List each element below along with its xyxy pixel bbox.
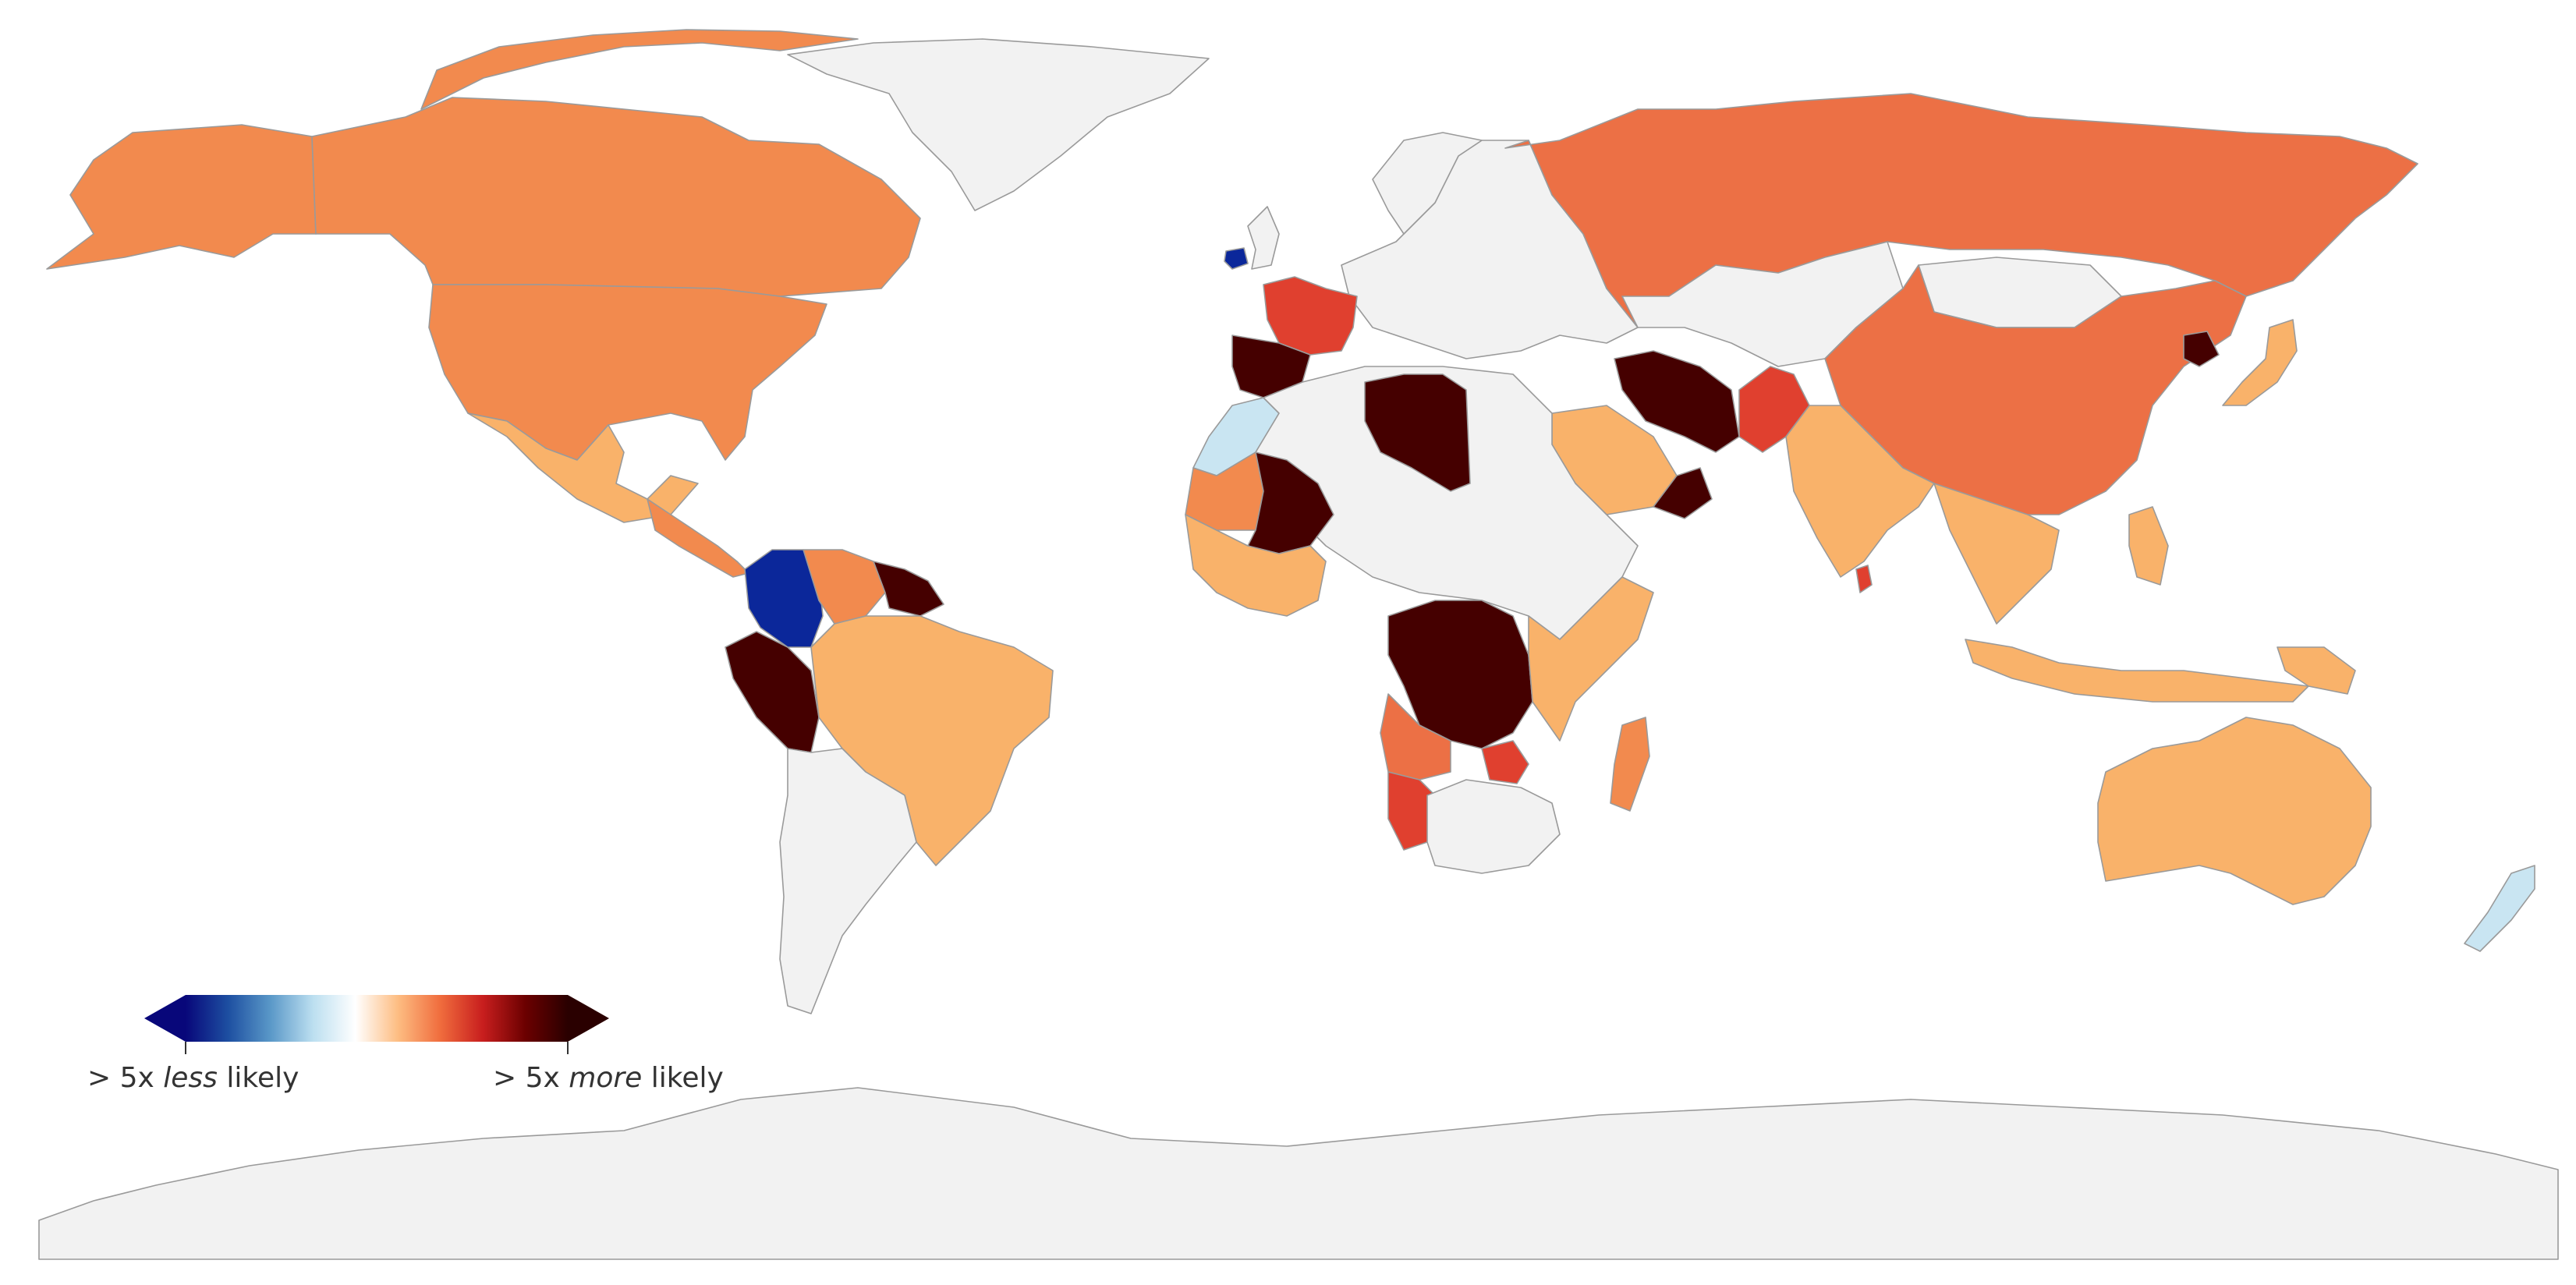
region-southern-cone [779, 748, 917, 1014]
region-ireland [1224, 247, 1249, 270]
region-papua-new-guinea [2277, 646, 2356, 695]
region-philippines [2128, 506, 2169, 586]
region-australia [2097, 717, 2372, 905]
region-southeast-asia [1933, 483, 2060, 625]
region-colombia [744, 549, 824, 648]
region-mexico [467, 412, 699, 523]
region-new-zealand [2464, 865, 2535, 952]
region-uk [1247, 206, 1280, 270]
region-japan [2222, 319, 2298, 406]
region-angola [1380, 693, 1451, 781]
region-sri-lanka [1855, 565, 1873, 593]
region-france [1263, 276, 1358, 356]
region-alaska [46, 124, 317, 270]
region-usa [428, 284, 827, 461]
region-west-africa [1185, 514, 1327, 617]
region-antarctica [38, 1087, 2559, 1260]
region-venezuela [803, 549, 886, 625]
region-greenland [787, 38, 1210, 211]
legend-high-arrow [568, 995, 609, 1042]
region-madagascar [1610, 717, 1650, 812]
region-scandinavia [1372, 132, 1483, 235]
region-libya [1364, 373, 1471, 492]
legend-low-arrow [144, 995, 186, 1042]
region-canada-islands [420, 29, 859, 110]
region-canada [311, 97, 921, 297]
region-indonesia [1965, 639, 2309, 703]
region-central-africa [1387, 600, 1533, 749]
region-zimbabwe [1481, 740, 1529, 784]
region-east-africa [1528, 576, 1654, 742]
legend-label-high: > 5x more likely [493, 1062, 724, 1094]
legend-colorbar [186, 995, 568, 1042]
region-guianas [873, 561, 944, 617]
region-central-america [647, 498, 749, 578]
region-north-korea [2183, 331, 2220, 367]
region-peru [725, 631, 820, 753]
region-iran [1614, 350, 1740, 453]
legend-label-low: > 5x less likely [87, 1062, 299, 1094]
region-oman [1653, 467, 1713, 519]
region-india [1785, 405, 1935, 578]
region-southern-africa [1426, 779, 1561, 874]
